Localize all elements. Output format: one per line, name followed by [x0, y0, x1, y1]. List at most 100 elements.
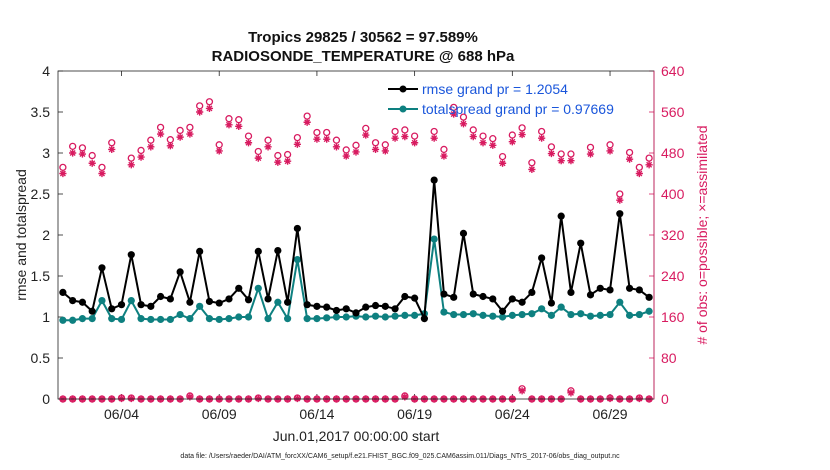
rmse-point	[606, 286, 614, 294]
y-right-tick-label: 400	[661, 186, 685, 202]
totalspread-point	[489, 312, 497, 320]
rmse-point	[323, 303, 331, 311]
obs-assimilated-point	[186, 130, 194, 138]
rmse-point	[645, 293, 653, 301]
y-right-axis-ticks: 0 80 160 240 320 400 480 560 640	[649, 63, 685, 407]
obs-possible-point	[625, 148, 634, 157]
rmse-point	[235, 284, 243, 292]
rmse-point	[166, 295, 174, 303]
totalspread-point	[538, 305, 546, 313]
obs-bottom-assimilated-point	[254, 394, 262, 403]
obs-possible-point	[528, 159, 536, 167]
obs-bottom-assimilated-point	[518, 387, 526, 395]
rmse-point	[508, 295, 516, 303]
totalspread-point	[498, 313, 507, 321]
obs-possible-point	[498, 152, 507, 161]
totalspread-point	[401, 311, 409, 319]
obs-bottom-assimilated-point	[567, 389, 575, 397]
rmse-point	[538, 254, 546, 262]
obs-assimilated-point	[401, 133, 409, 141]
y-right-axis-label: # of obs: o=possible; ×=assimilated	[694, 125, 710, 344]
y-right-tick-label: 320	[661, 227, 685, 243]
obs-assimilated-point	[147, 143, 155, 151]
rmse-point	[156, 292, 165, 301]
totalspread-point	[244, 313, 253, 321]
rmse-point	[147, 302, 155, 310]
obs-assimilated-point	[469, 133, 477, 141]
obs-bottom-assimilated-point	[117, 394, 126, 403]
obs-assimilated-point	[205, 104, 214, 113]
obs-assimilated-point	[244, 139, 253, 147]
obs-assimilated-point	[567, 157, 575, 165]
obs-possible-point	[469, 126, 477, 134]
rmse-point	[625, 284, 634, 292]
totalspread-point	[440, 308, 448, 316]
obs-possible-point	[479, 132, 487, 140]
legend-rmse-label: rmse grand pr = 1.2054	[422, 81, 568, 97]
totalspread-point	[635, 310, 643, 319]
obs-assimilated-point	[479, 139, 487, 147]
rmse-point	[586, 291, 595, 299]
rmse-point	[303, 301, 311, 309]
obs-assimilated-point	[635, 169, 643, 178]
obs-possible-point	[293, 133, 302, 142]
obs-possible-point	[362, 124, 370, 133]
legend-spread-label: totalspread grand pr = 0.97669	[422, 101, 614, 117]
totalspread-point	[411, 311, 419, 319]
totalspread-point	[625, 311, 634, 319]
legend-rmse-marker	[399, 85, 407, 93]
totalspread-point	[596, 311, 604, 319]
rmse-point	[547, 299, 556, 307]
x-tick-label: 06/24	[495, 406, 530, 422]
obs-assimilated-point	[616, 196, 624, 204]
rmse-point	[420, 315, 428, 323]
obs-assimilated-point	[323, 135, 331, 143]
totalspread-point	[284, 315, 292, 323]
chart-title-line1: Tropics 29825 / 30562 = 97.589%	[248, 29, 478, 46]
rmse-point	[186, 298, 194, 306]
y-left-tick-label: 2.5	[31, 186, 51, 202]
rmse-series	[59, 176, 653, 323]
rmse-point	[78, 298, 87, 306]
x-tick-label: 06/14	[299, 406, 334, 422]
obs-bottom-assimilated-point	[401, 393, 409, 401]
obs-possible-point	[440, 145, 448, 154]
totalspread-point	[323, 314, 331, 322]
rmse-point	[557, 212, 565, 220]
obs-possible-point	[235, 116, 243, 124]
rmse-point	[69, 297, 77, 305]
obs-possible-point	[264, 136, 272, 144]
rmse-point	[293, 224, 301, 233]
totalspread-point	[479, 311, 487, 319]
totalspread-point	[518, 310, 526, 319]
obs-assimilated-point	[411, 139, 419, 147]
totalspread-point	[362, 313, 370, 321]
rmse-point	[635, 286, 643, 294]
rmse-point	[469, 290, 477, 298]
obs-possible-point	[537, 127, 546, 136]
obs-assimilated-point	[645, 161, 653, 169]
obs-assimilated-point	[284, 157, 292, 165]
rmse-point	[342, 305, 350, 313]
x-axis-label: Jun.01,2017 00:00:00 start	[273, 428, 440, 444]
rmse-point	[381, 302, 389, 310]
y-right-tick-label: 160	[661, 309, 685, 325]
x-tick-label: 06/19	[397, 406, 432, 422]
obs-possible-point	[323, 128, 331, 137]
obs-assimilated-point	[78, 150, 87, 158]
rmse-point	[88, 307, 96, 315]
obs-assimilated-point	[264, 143, 272, 151]
rmse-point	[459, 229, 468, 237]
obs-possible-point	[430, 127, 438, 136]
rmse-point	[117, 301, 126, 309]
plot-area	[58, 71, 654, 399]
totalspread-point	[577, 310, 585, 318]
y-right-tick-label: 0	[661, 391, 669, 407]
x-axis-ticks: 06/04 06/09 06/14 06/19 06/24 06/29	[104, 71, 628, 422]
rmse-point	[352, 309, 360, 317]
obs-possible-point	[254, 147, 262, 156]
obs-assimilated-point	[225, 121, 233, 129]
obs-possible-point	[274, 151, 282, 160]
obs-assimilated-point	[196, 108, 204, 116]
totalspread-point	[127, 297, 135, 305]
